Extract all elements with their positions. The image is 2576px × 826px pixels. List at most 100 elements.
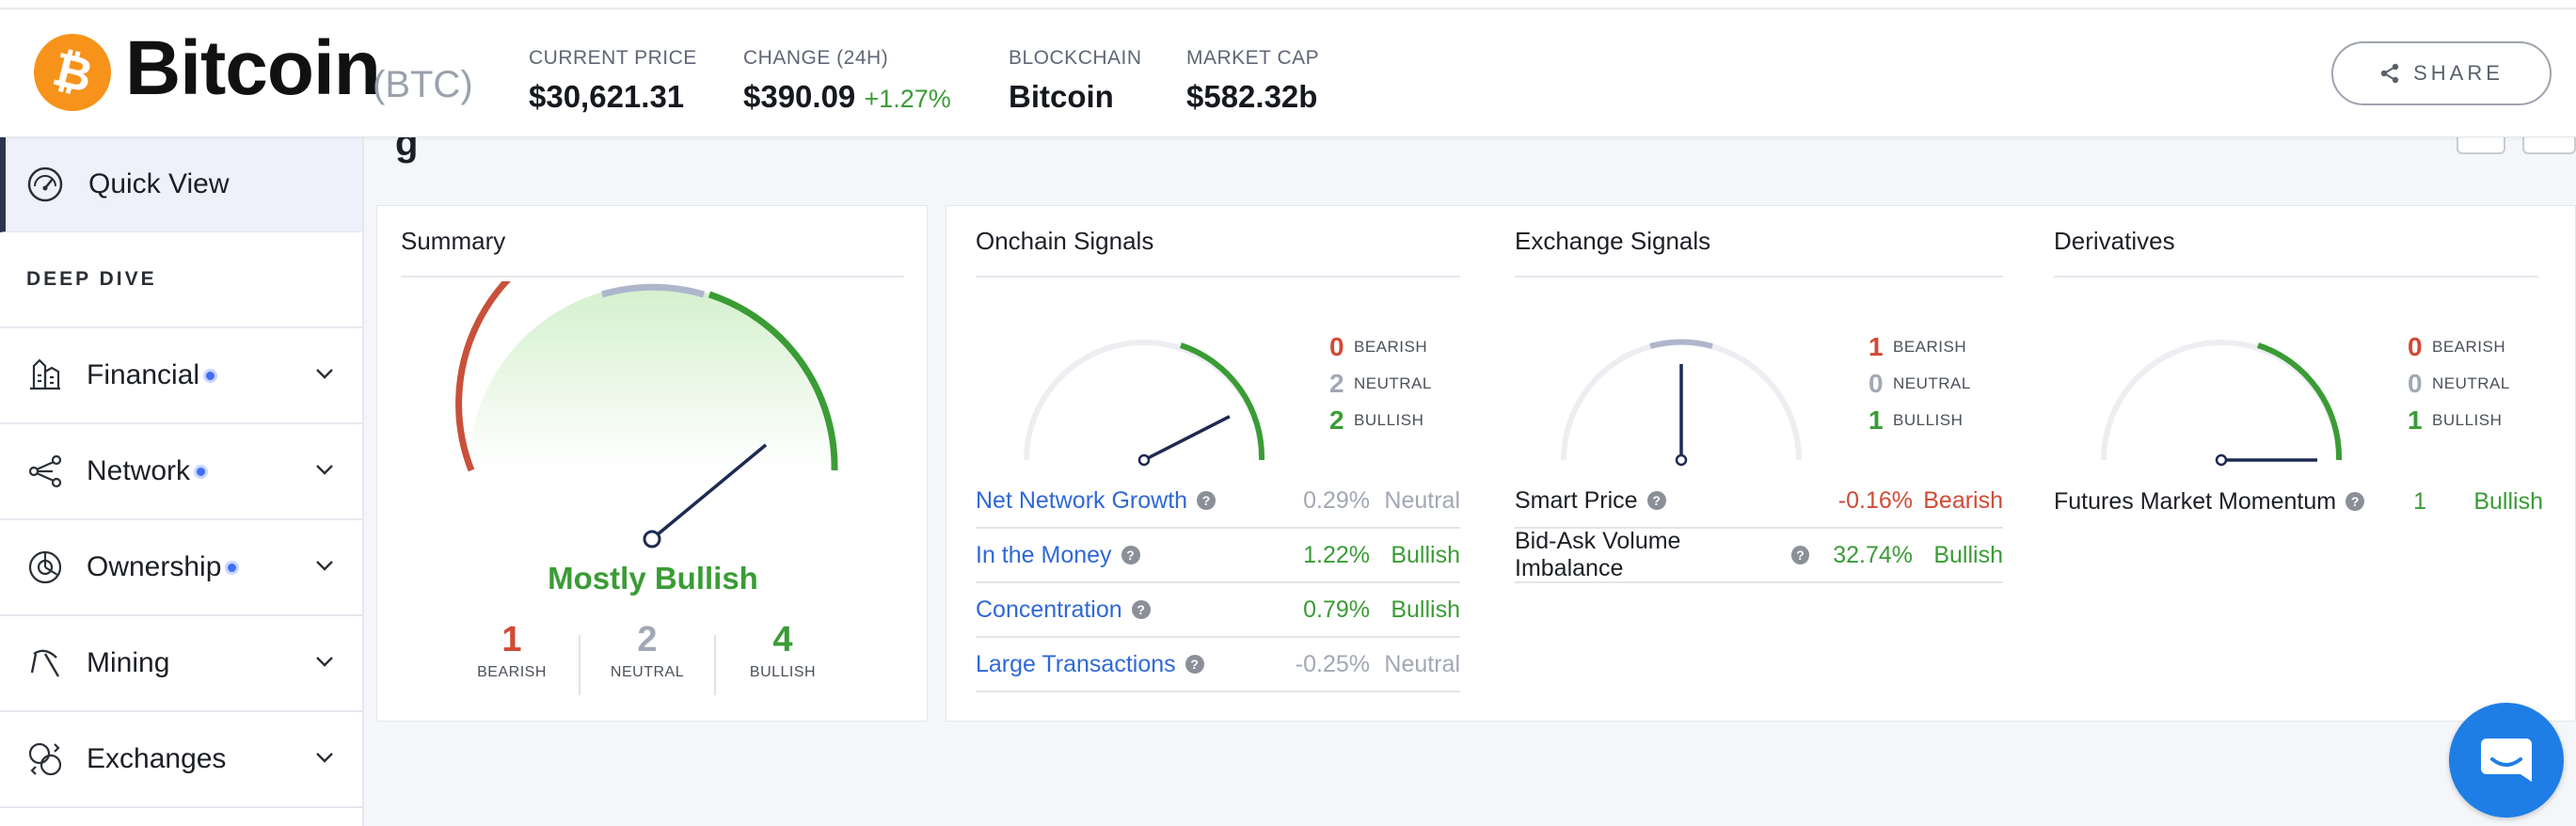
stat-value: $390.09 +1.27% [743,79,951,115]
legend-count: 1 [2408,405,2424,435]
onchain-legend: 0 BEARISH 2 NEUTRAL 2 BULLISH [1329,328,1432,438]
count-number: 1 [501,620,522,659]
ownership-icon [24,547,66,588]
metric-row[interactable]: Concentration? 0.79% Bullish [976,583,1460,638]
metric-row[interactable]: Smart Price? -0.16% Bearish [1515,474,2003,529]
gauge-arc-bearish [455,281,512,472]
coin-name: Bitcoin [125,25,381,111]
sidebar-item-label: Quick View [88,168,230,199]
metric-row[interactable]: Net Network Growth? 0.29% Neutral [976,474,1460,529]
metric-link[interactable]: Large Transactions? [976,651,1266,678]
sidebar-item-ownership[interactable]: Ownership [0,520,362,616]
legend-count: 2 [1329,405,1345,435]
stat-label: CURRENT PRICE [529,47,697,69]
legend-count: 2 [1329,368,1345,398]
network-icon [24,451,66,492]
gauge-needle [650,443,768,541]
count-bullish: 4 BULLISH [716,620,850,695]
legend-label: BEARISH [2432,337,2506,356]
metric-value: 1 [2413,487,2426,515]
gauge-fill [469,285,837,469]
chat-button[interactable] [2449,703,2564,818]
summary-card: Summary Mostly Bullish 1 BEARISH 2 NEUTR… [376,205,928,722]
help-icon[interactable]: ? [1131,600,1151,619]
metric-name: Smart Price? [1515,487,1809,515]
metric-percent: 32.74% [1833,541,1913,568]
sidebar: Quick View DEEP DIVE Financial Network [0,137,364,826]
chevron-down-icon [316,657,333,667]
stat-label: CHANGE (24H) [743,47,889,69]
metric-signal: Bearish [1923,486,2003,514]
legend-label: BEARISH [1893,337,1967,356]
help-icon[interactable]: ? [1185,655,1204,674]
share-icon [2380,63,2399,84]
stat-value: $582.32b [1186,79,1318,114]
metric-row[interactable]: Futures Market Momentum? 1 Bullish [2054,474,2543,529]
sidebar-item-network[interactable]: Network [0,424,362,520]
metric-name: Bid-Ask Volume Imbalance? [1515,528,1809,582]
gauge-pivot [1137,453,1151,467]
change-percent: +1.27% [864,85,951,113]
legend-count: 0 [1868,368,1884,398]
sidebar-item-quick-view[interactable]: Quick View [0,137,362,232]
legend-count: 1 [1868,405,1884,435]
metric-row[interactable]: In the Money? 1.22% Bullish [976,529,1460,583]
stat-change-24h: CHANGE (24H) $390.09 +1.27% [743,47,951,115]
legend-neutral: 0 NEUTRAL [2408,365,2510,402]
pickaxe-icon [24,643,66,684]
metric-name: Futures Market Momentum? [2054,488,2370,516]
share-button[interactable]: SHARE [2331,41,2552,105]
legend-label: NEUTRAL [1893,373,1971,392]
metric-signal: Bullish [1391,541,1460,568]
help-icon[interactable]: ? [1197,491,1216,510]
metric-link[interactable]: In the Money? [976,542,1266,569]
sidebar-item-label: Network [87,455,191,486]
exchanges-icon [24,739,66,780]
derivatives-gauge [2101,340,2343,467]
divider [714,635,716,695]
legend-label: NEUTRAL [2432,373,2510,392]
derivatives-title: Derivatives [2054,227,2175,255]
derivatives-legend: 0 BEARISH 0 NEUTRAL 1 BULLISH [2408,328,2510,438]
coin-ticker: (BTC) [373,64,473,105]
help-icon[interactable]: ? [1646,491,1666,510]
new-indicator-dot [194,464,209,479]
legend-bullish: 2 BULLISH [1329,402,1432,438]
sidebar-item-label: Ownership [87,551,222,582]
stat-label: MARKET CAP [1186,47,1320,69]
sidebar-item-mining[interactable]: Mining [0,616,362,712]
gauge-pivot [643,530,661,548]
help-icon[interactable]: ? [1790,546,1809,564]
metric-percent: 0.29% [1303,486,1370,514]
metric-link[interactable]: Net Network Growth? [976,487,1266,515]
metric-row[interactable]: Bid-Ask Volume Imbalance? 32.74% Bullish [1515,528,2003,583]
divider [976,276,1460,278]
gauge-arc-neutral [1649,339,1713,349]
metric-signal: Bullish [1391,596,1460,623]
gauge-arc-bullish [1180,342,1265,461]
sidebar-item-exchanges[interactable]: Exchanges [0,712,362,808]
gauge-needle [1143,415,1231,462]
metric-row[interactable]: Large Transactions? -0.25% Neutral [976,638,1460,692]
coin-header: ₿ Bitcoin (BTC) CURRENT PRICE $30,621.31… [0,9,2576,137]
divider [1515,276,2003,278]
help-icon[interactable]: ? [1121,546,1140,564]
metric-link[interactable]: Concentration? [976,596,1266,624]
sidebar-item-financial[interactable]: Financial [0,328,362,424]
metric-signal: Bullish [1933,541,2003,568]
legend-count: 0 [2408,331,2424,361]
divider [2054,276,2538,278]
deep-dive-heading: DEEP DIVE [0,232,362,328]
speedometer-icon [27,167,63,202]
summary-counts: 1 BEARISH 2 NEUTRAL 4 BULLISH [445,620,850,695]
legend-neutral: 0 NEUTRAL [1868,365,1971,402]
stat-blockchain: BLOCKCHAIN Bitcoin [1009,47,1142,115]
legend-label: BULLISH [2432,410,2503,429]
card-title: Summary [401,227,506,255]
legend-bullish: 1 BULLISH [2408,402,2510,438]
chat-bubble-icon [2481,739,2532,782]
share-label: SHARE [2413,61,2504,85]
help-icon[interactable]: ? [2345,492,2365,511]
exchange-legend: 1 BEARISH 0 NEUTRAL 1 BULLISH [1868,328,1971,438]
count-number: 4 [772,620,793,659]
